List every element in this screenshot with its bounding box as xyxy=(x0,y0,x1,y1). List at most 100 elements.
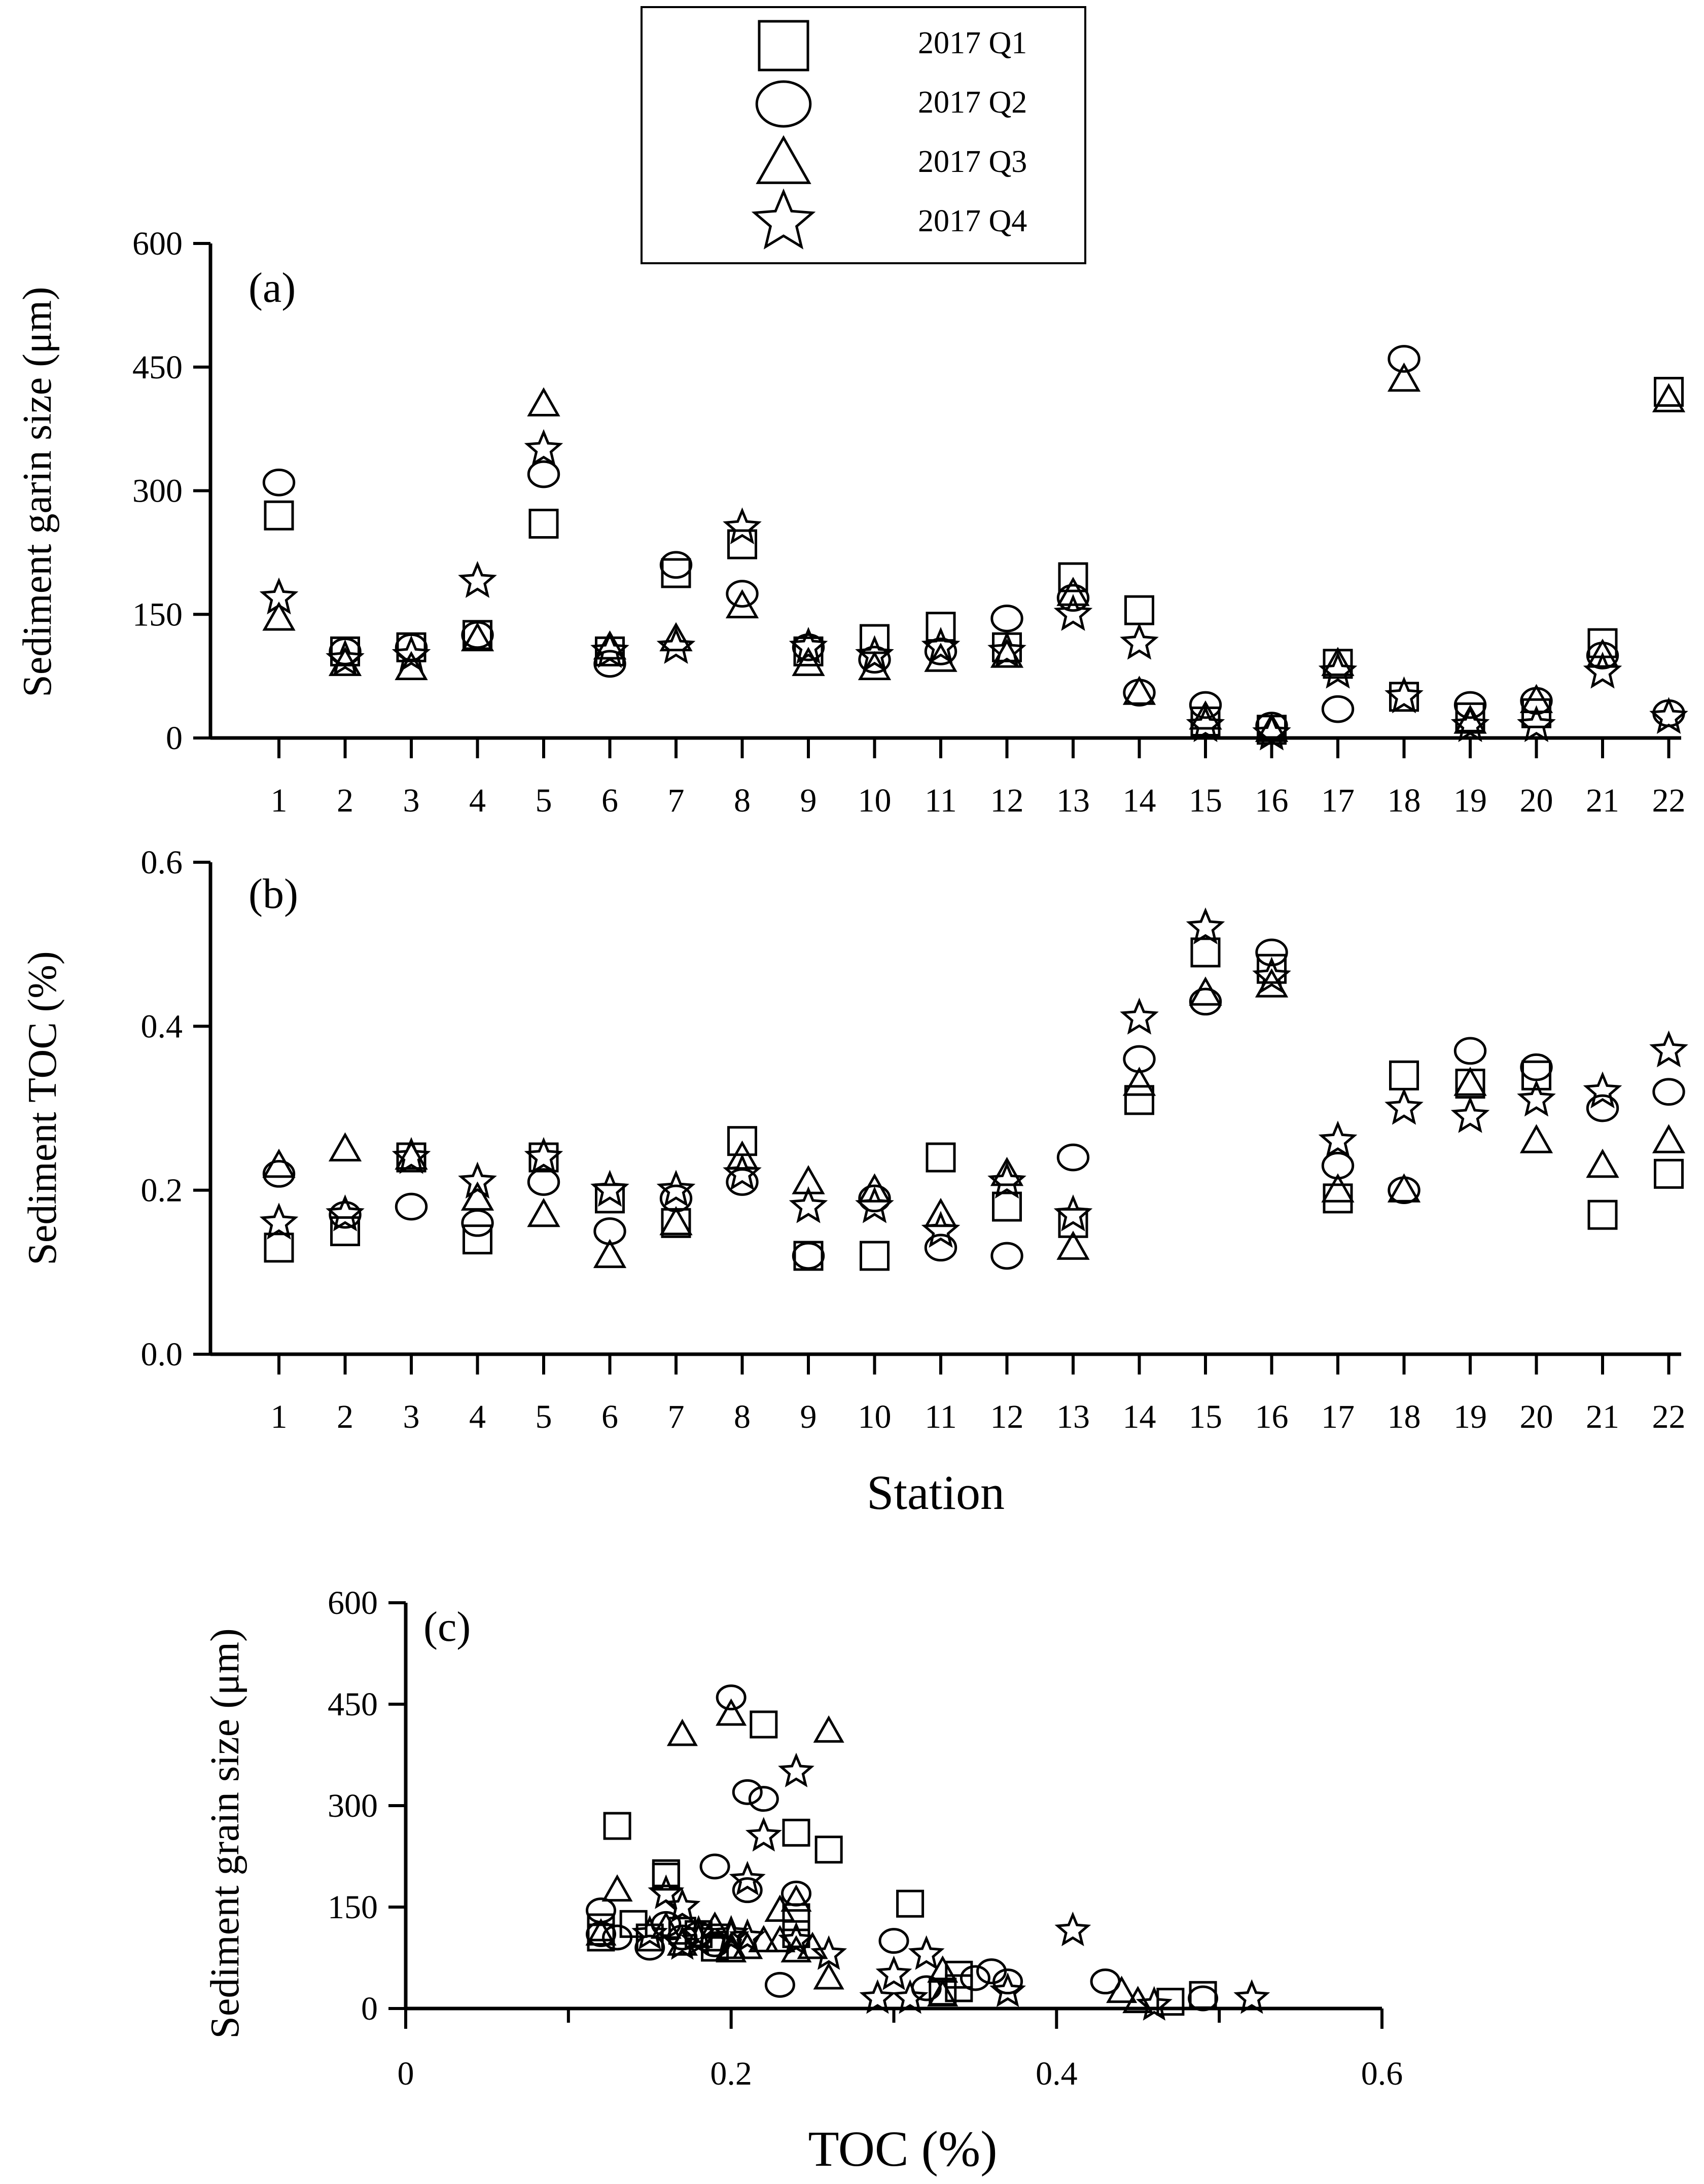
panel-c-point-triangle xyxy=(780,1935,812,1963)
panel-c-point-circle xyxy=(878,1928,909,1954)
panel-a-point-star xyxy=(855,635,894,673)
panel-b-xtick-label: 11 xyxy=(925,1398,957,1435)
panel-b-point-star xyxy=(1186,907,1225,944)
panel-a-point-triangle xyxy=(659,622,693,652)
panel-a-point-triangle xyxy=(460,622,494,652)
panel-b-point-triangle xyxy=(395,1140,428,1170)
panel-b-xtick-label: 16 xyxy=(1255,1398,1289,1435)
panel-a-ytick-label: 600 xyxy=(132,225,183,262)
panel-a-point-star xyxy=(1517,705,1556,743)
panel-c-point-star xyxy=(664,1888,701,1923)
panel-a-point-star xyxy=(1384,676,1424,714)
panel-b-point-square xyxy=(1124,1085,1154,1115)
panel-a-point-star xyxy=(656,626,696,664)
panel-c-point-circle xyxy=(634,1934,665,1961)
legend-marker-triangle xyxy=(756,135,811,184)
panel-c-ytick-label: 300 xyxy=(328,1787,378,1824)
panel-b-point-square xyxy=(1257,954,1287,984)
panel-c-point-star xyxy=(713,1915,750,1950)
panel-c-point-star xyxy=(631,1915,668,1950)
panel-a-xtick-label: 13 xyxy=(1056,782,1090,819)
panel-c-point-circle xyxy=(732,1877,763,1904)
panel-c-point-triangle xyxy=(601,1874,633,1902)
panel-a-point-square xyxy=(1521,698,1551,728)
panel-b-xtick-label: 13 xyxy=(1056,1398,1090,1435)
panel-c-point-circle xyxy=(911,1975,942,2001)
panel-b-point-square xyxy=(463,1224,492,1255)
panel-a-point-circle xyxy=(262,468,296,497)
panel-b-xtick-label: 17 xyxy=(1321,1398,1355,1435)
panel-a-point-star xyxy=(1120,622,1159,660)
panel-a-point-square xyxy=(595,636,625,666)
panel-b-point-triangle xyxy=(593,1239,627,1269)
panel-a-xtick-label: 17 xyxy=(1321,782,1355,819)
panel-c-point-star xyxy=(892,1979,929,2014)
panel-a-point-circle xyxy=(726,580,759,608)
panel-c-point-triangle xyxy=(748,1925,779,1953)
panel-c-point-star xyxy=(664,1925,701,1960)
panel-a-point-triangle xyxy=(527,387,560,416)
panel-b-ytick-label: 0.4 xyxy=(141,1008,183,1045)
panel-a-point-square xyxy=(528,509,559,539)
panel-b: 0.00.20.40.61 2 3 4 5 6 7 8 9 10 11 12 13 14 15 16 17 18 1… xyxy=(20,844,1688,1520)
panel-b-xtick-label: 1 xyxy=(271,1398,288,1435)
panel-b-point-star xyxy=(1053,1194,1093,1231)
panel-a-point-circle xyxy=(858,646,891,674)
panel-b-point-square xyxy=(1190,937,1221,968)
panel-a-point-triangle xyxy=(1519,684,1553,713)
panel-b-xtick-label: 5 xyxy=(536,1398,552,1435)
panel-b-xtick-label: 21 xyxy=(1586,1398,1619,1435)
legend-markers xyxy=(751,20,816,250)
panel-b-point-triangle xyxy=(1122,1067,1156,1096)
panel-b-points xyxy=(259,907,1688,1271)
panel-c-point-star xyxy=(680,1915,717,1950)
panel-c-point-star xyxy=(729,1918,766,1953)
panel-b-xtick-label: 6 xyxy=(601,1398,618,1435)
panel-a-point-circle xyxy=(395,633,428,661)
panel-b-point-triangle xyxy=(659,1206,693,1236)
panel-b-point-square xyxy=(926,1142,956,1173)
panel-c-ytick-label: 450 xyxy=(328,1686,378,1723)
panel-c-ytick-label: 600 xyxy=(328,1584,378,1622)
panel-b-xtick-label: 3 xyxy=(403,1398,420,1435)
panel-a-xtick-label: 3 xyxy=(403,782,420,819)
panel-a-point-star xyxy=(1450,705,1490,743)
panel-c-ylabel: Sediment grain size (μm) xyxy=(203,1628,247,2038)
panel-b-point-circle xyxy=(1255,938,1288,967)
panel-a-xtick-label: 4 xyxy=(469,782,486,819)
panel-b-point-triangle xyxy=(328,1132,362,1161)
panel-a-point-star xyxy=(1649,697,1688,734)
panel-c-point-triangle xyxy=(813,1715,844,1743)
panel-b-axes: 0.00.20.40.61 2 3 4 5 6 7 8 9 10 11 12 13 14 15 16 17 18 1… xyxy=(141,844,1686,1435)
panel-a-point-square xyxy=(1654,377,1684,407)
panel-b-point-triangle xyxy=(1321,1173,1355,1203)
panel-b-point-circle xyxy=(1453,1037,1487,1065)
panel-a-point-square xyxy=(264,500,294,531)
panel-b-xtick-label: 10 xyxy=(858,1398,892,1435)
panel-c-point-triangle xyxy=(716,1698,747,1726)
panel-c-point-star xyxy=(729,1860,766,1896)
panel-b-ytick-label: 0.2 xyxy=(141,1172,183,1209)
panel-a-point-triangle xyxy=(725,589,759,619)
panel-a-xtick-label: 22 xyxy=(1652,782,1686,819)
panel-c-point-square xyxy=(896,1889,925,1918)
panel-b-point-triangle xyxy=(858,1173,892,1203)
panel-c-point-square xyxy=(814,1836,843,1864)
panel-b-point-triangle xyxy=(990,1156,1024,1186)
panel-a-xtick-label: 6 xyxy=(601,782,618,819)
panel-c-point-triangle xyxy=(797,1931,828,1959)
panel-a-point-triangle xyxy=(1189,700,1222,730)
panel-c-point-star xyxy=(648,1874,685,1909)
panel-b-point-circle xyxy=(1520,1053,1553,1081)
panel-c-point-triangle xyxy=(1106,1976,1138,2003)
panel-c-point-star xyxy=(989,1972,1026,2007)
panel-a-point-circle xyxy=(1388,345,1421,373)
panel-a-xtick-label: 2 xyxy=(337,782,353,819)
panel-c-point-circle xyxy=(992,1968,1023,1995)
panel-b-point-square xyxy=(1323,1183,1353,1214)
panel-b-point-triangle xyxy=(1586,1148,1619,1178)
panel-b-xtick-label: 7 xyxy=(668,1398,685,1435)
panel-a-point-star xyxy=(1318,651,1358,689)
panel-b-point-star xyxy=(524,1137,563,1174)
